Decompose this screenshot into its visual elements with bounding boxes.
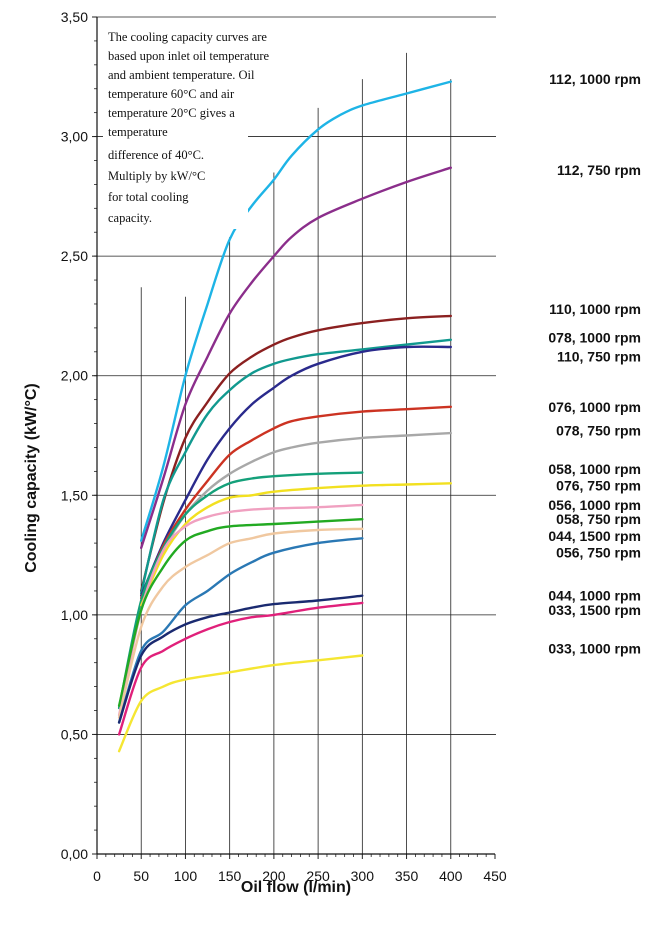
annotation-line: difference of 40°C. [108, 148, 204, 162]
annotation-line: temperature 20°C gives a [108, 106, 235, 120]
annotation-background [103, 24, 248, 229]
series-label: 058, 750 rpm [556, 511, 641, 527]
series-label: 058, 1000 rpm [548, 461, 641, 477]
series-line [140, 482, 452, 607]
x-tick-label: 250 [306, 868, 330, 884]
series-label: 078, 1000 rpm [548, 329, 641, 345]
series-label: 033, 1000 rpm [548, 640, 641, 656]
y-tick-label: 0,00 [61, 846, 88, 862]
series-label: 112, 750 rpm [557, 162, 641, 178]
y-tick-label: 0,50 [61, 726, 88, 742]
annotation-line: capacity. [108, 211, 152, 225]
y-tick-label: 1,00 [61, 607, 88, 623]
x-tick-label: 300 [351, 868, 375, 884]
series-label: 078, 750 rpm [556, 423, 641, 439]
x-tick-label: 0 [93, 868, 101, 884]
x-tick-label: 100 [174, 868, 198, 884]
x-axis-label: Oil flow (l/min) [241, 879, 351, 896]
series-line [140, 314, 452, 593]
x-tick-label: 350 [395, 868, 419, 884]
annotation-line: and ambient temperature. Oil [108, 68, 255, 82]
y-tick-label: 2,50 [61, 248, 88, 264]
series-line [140, 166, 452, 550]
y-axis-label: Cooling capacity (kW/°C) [23, 383, 40, 573]
series-lines [117, 80, 452, 753]
x-tick-label: 400 [439, 868, 463, 884]
annotation-line: Multiply by kW/°C [108, 169, 205, 183]
series-line [117, 527, 364, 719]
series-line [117, 654, 364, 753]
annotation-line: temperature [108, 125, 168, 139]
tick-labels: 0,00 0,50 1,00 1,50 2,00 2,50 3,00 3,50 0 50 100 15… [61, 9, 507, 884]
series-line [117, 601, 364, 736]
annotation-line: based upon inlet oil temperature [108, 49, 270, 63]
series-label: 076, 750 rpm [556, 478, 641, 494]
annotation-box: The cooling capacity curves are based up… [103, 24, 270, 229]
x-tick-label: 50 [133, 868, 149, 884]
series-label: 044, 1000 rpm [548, 588, 641, 604]
series-line [140, 80, 452, 542]
axes [92, 16, 496, 859]
y-tick-label: 1,50 [61, 487, 88, 503]
series-label: 033, 1500 rpm [548, 602, 641, 618]
series-label: 112, 1000 rpm [549, 71, 641, 87]
annotation-line: for total cooling [108, 190, 189, 204]
y-tick-label: 3,50 [61, 9, 88, 25]
series-label: 076, 1000 rpm [548, 399, 641, 415]
series-line [117, 594, 364, 724]
y-tick-label: 2,00 [61, 368, 88, 384]
x-tick-label: 150 [218, 868, 242, 884]
series-line [140, 405, 452, 600]
x-tick-label: 200 [262, 868, 286, 884]
series-line [140, 431, 452, 602]
series-labels: 112, 1000 rpm 112, 750 rpm 110, 1000 rpm 07… [548, 71, 641, 656]
series-line [140, 345, 452, 597]
series-line [117, 518, 364, 707]
series-label: 056, 1000 rpm [548, 497, 641, 513]
x-tick-label: 450 [483, 868, 507, 884]
series-label: 110, 1000 rpm [549, 301, 641, 317]
series-line [140, 338, 452, 595]
series-label: 110, 750 rpm [557, 349, 641, 365]
series-line [117, 471, 364, 710]
series-label: 044, 1500 rpm [548, 528, 641, 544]
annotation-line: temperature 60°C and air [108, 87, 235, 101]
series-line [117, 537, 364, 724]
annotation-line: The cooling capacity curves are [108, 30, 267, 44]
y-tick-label: 3,00 [61, 129, 88, 145]
series-label: 056, 750 rpm [556, 545, 641, 561]
